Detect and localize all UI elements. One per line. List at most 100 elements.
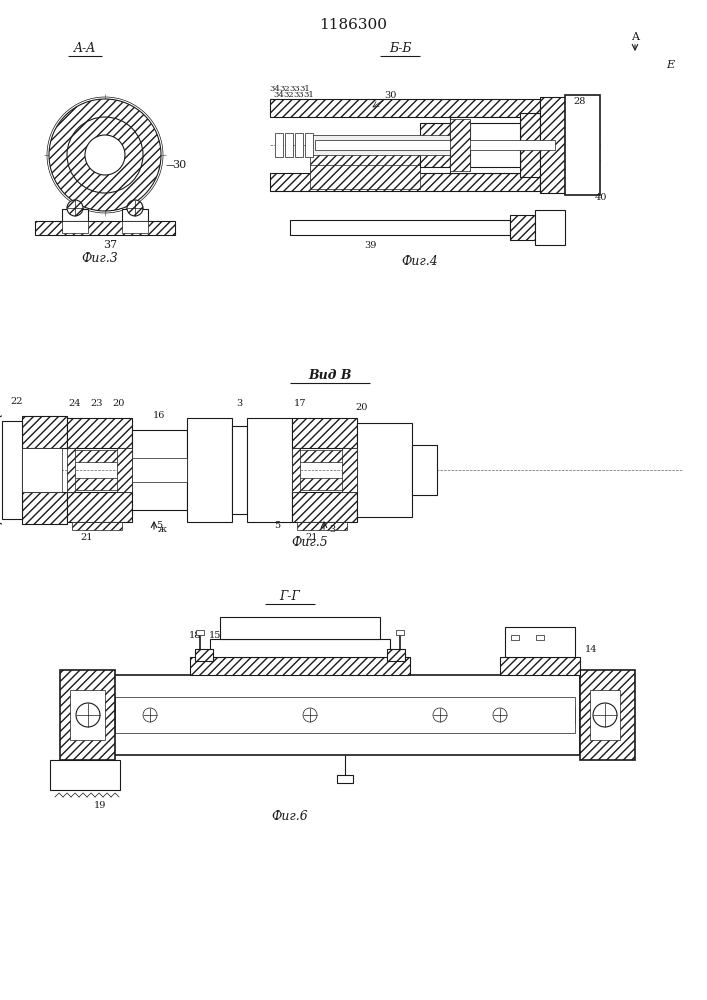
Text: 39: 39 — [364, 240, 376, 249]
Bar — [500, 657, 580, 675]
Bar — [387, 649, 405, 661]
Text: 24: 24 — [69, 398, 81, 408]
Text: 32: 32 — [284, 91, 294, 99]
Text: 33: 33 — [290, 85, 300, 93]
Bar — [210, 639, 390, 657]
Bar — [115, 707, 575, 723]
Circle shape — [433, 708, 447, 722]
Bar — [565, 95, 600, 195]
Circle shape — [493, 708, 507, 722]
Bar — [505, 627, 575, 657]
Text: Фиг.3: Фиг.3 — [81, 252, 118, 265]
Bar — [342, 448, 357, 492]
Bar — [590, 690, 620, 740]
Bar — [196, 630, 204, 635]
Bar — [195, 649, 213, 661]
Text: ж: ж — [158, 526, 166, 534]
Text: 18: 18 — [189, 631, 201, 640]
Bar — [337, 775, 353, 783]
Text: 15: 15 — [209, 631, 221, 640]
Text: E: E — [666, 60, 674, 70]
Bar — [22, 416, 67, 448]
Text: 32: 32 — [280, 85, 291, 93]
Text: 5: 5 — [274, 520, 280, 530]
Bar — [357, 423, 412, 517]
Text: 19: 19 — [94, 800, 106, 810]
Text: 30: 30 — [172, 160, 186, 170]
Bar — [310, 145, 420, 171]
Bar — [110, 675, 580, 755]
Bar — [220, 617, 380, 639]
Circle shape — [49, 99, 161, 211]
Text: Фиг.4: Фиг.4 — [402, 255, 438, 268]
Bar — [396, 630, 404, 635]
Bar — [292, 492, 357, 522]
Text: A: A — [631, 32, 639, 42]
Bar — [62, 209, 88, 221]
Bar — [2, 421, 22, 519]
Circle shape — [85, 135, 125, 175]
Text: Вид В: Вид В — [308, 369, 352, 382]
Bar — [115, 697, 575, 733]
Bar — [510, 215, 535, 240]
Bar — [247, 418, 292, 522]
Text: 5: 5 — [156, 520, 162, 530]
Bar — [22, 448, 62, 492]
Bar — [67, 418, 132, 448]
Bar — [310, 135, 490, 155]
Text: 31: 31 — [303, 91, 315, 99]
Text: Фиг.5: Фиг.5 — [291, 536, 328, 548]
Text: 21: 21 — [305, 532, 318, 542]
Bar — [72, 522, 122, 530]
Bar — [285, 133, 293, 157]
Bar — [305, 133, 313, 157]
Text: Г-Г: Г-Г — [280, 590, 300, 603]
Text: 3: 3 — [236, 398, 242, 408]
Text: 20: 20 — [356, 403, 368, 412]
Bar — [520, 113, 540, 177]
Bar — [50, 760, 120, 790]
Circle shape — [593, 703, 617, 727]
Text: 3: 3 — [329, 526, 335, 534]
Bar — [70, 690, 105, 740]
Bar — [35, 221, 175, 235]
Bar — [190, 657, 410, 675]
Bar — [122, 209, 148, 221]
Text: 20: 20 — [113, 398, 125, 408]
Circle shape — [127, 200, 143, 216]
Text: 34: 34 — [274, 91, 284, 99]
Text: 21: 21 — [81, 532, 93, 542]
Bar — [270, 99, 540, 117]
Text: 17: 17 — [293, 398, 306, 408]
Circle shape — [143, 708, 157, 722]
Text: 28: 28 — [574, 98, 586, 106]
Bar — [297, 450, 352, 462]
Text: 31: 31 — [300, 85, 310, 93]
Bar — [22, 492, 67, 524]
Text: 37: 37 — [103, 240, 117, 250]
Text: 30: 30 — [384, 91, 396, 100]
Bar — [232, 426, 247, 514]
Text: 40: 40 — [595, 194, 607, 202]
Bar — [540, 97, 565, 193]
Bar — [187, 418, 232, 522]
Text: 34: 34 — [269, 85, 281, 93]
Bar — [132, 458, 187, 482]
Bar — [420, 123, 450, 167]
Bar — [292, 418, 357, 448]
Text: 1186300: 1186300 — [319, 18, 387, 32]
Bar — [511, 635, 519, 640]
Bar — [60, 670, 115, 760]
Bar — [470, 123, 520, 167]
Text: 14: 14 — [585, 646, 597, 654]
Bar — [72, 450, 127, 462]
Circle shape — [67, 200, 83, 216]
Bar — [270, 173, 540, 191]
Bar — [310, 165, 420, 189]
Bar — [132, 430, 187, 510]
Bar — [315, 140, 555, 150]
Circle shape — [303, 708, 317, 722]
Bar — [412, 445, 437, 495]
Bar — [295, 133, 303, 157]
Bar — [292, 448, 300, 492]
